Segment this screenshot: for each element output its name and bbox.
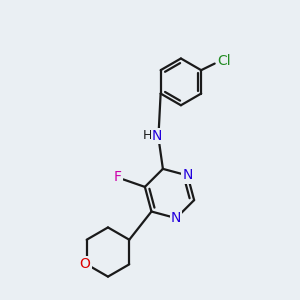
Text: O: O bbox=[80, 257, 91, 271]
Text: N: N bbox=[182, 169, 193, 182]
Text: Cl: Cl bbox=[217, 54, 230, 68]
Text: H: H bbox=[142, 129, 152, 142]
Text: N: N bbox=[152, 129, 162, 143]
Text: F: F bbox=[114, 170, 122, 184]
Text: N: N bbox=[171, 211, 181, 225]
